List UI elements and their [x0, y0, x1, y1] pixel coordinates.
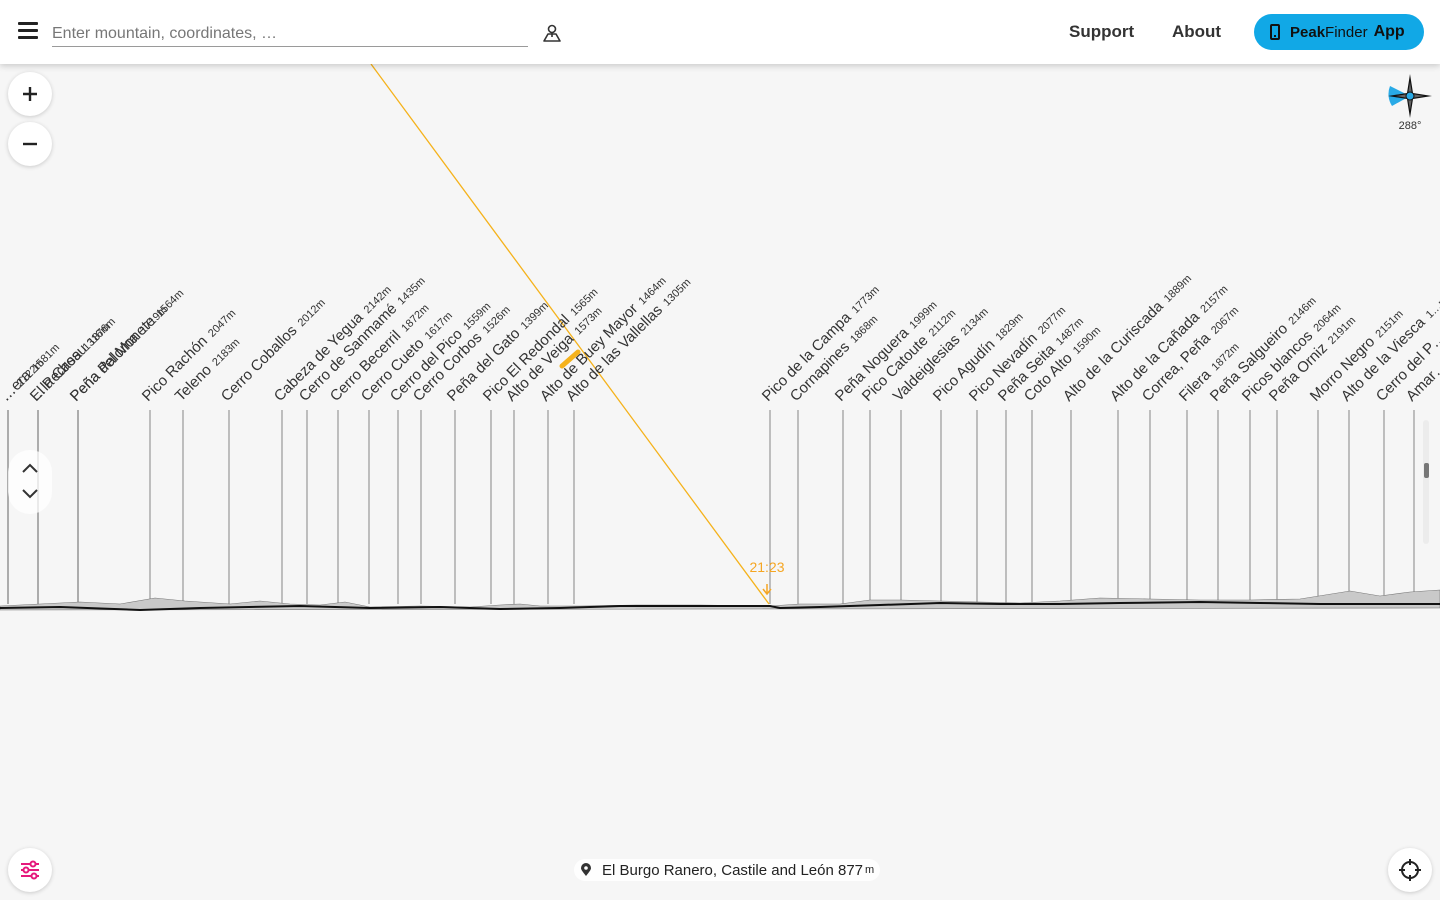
peakfinder-app-button[interactable]: Peak Finder App	[1254, 14, 1424, 50]
sun-down-arrow-icon	[762, 584, 772, 596]
viewpoint-location[interactable]: El Burgo Ranero, Castile and León 877 m	[574, 859, 881, 881]
locate-button[interactable]	[1388, 848, 1432, 892]
scroll-track	[1423, 420, 1429, 544]
zoom-out-button[interactable]	[8, 122, 52, 166]
peak-elevation: 2067m	[1209, 305, 1241, 337]
location-unit: m	[865, 864, 875, 876]
peak-label[interactable]: Alto de las Vallellas1305m	[563, 274, 694, 405]
zoom-in-button[interactable]	[8, 72, 52, 116]
peak-elevation: 2183m	[210, 336, 242, 368]
crosshair-icon	[1399, 859, 1421, 881]
terrain-horizon-line	[0, 600, 1440, 612]
chevron-down-icon[interactable]	[18, 482, 42, 506]
location-pin-icon	[581, 863, 591, 876]
menu-icon[interactable]	[18, 22, 38, 42]
phone-icon	[1270, 24, 1280, 40]
peak-elevation: 1889m	[1162, 273, 1194, 305]
compass-heading: 288°	[1398, 120, 1422, 132]
peak-leader-lines	[7, 410, 1415, 604]
app-button-peak: Peak	[1290, 23, 1326, 41]
peak-elevation: 1…m	[1424, 294, 1440, 321]
about-link[interactable]: About	[1172, 22, 1222, 41]
sun-path-line	[370, 64, 770, 605]
svg-text:Alto de las Vallellas1305m: Alto de las Vallellas1305m	[563, 274, 694, 405]
location-elevation: 877	[837, 861, 864, 879]
compass-icon[interactable]	[1386, 72, 1434, 120]
peak-elevation: 1773m	[850, 284, 882, 316]
location-name: El Burgo Ranero, Castile and León	[602, 861, 834, 879]
app-button-app: App	[1373, 23, 1405, 40]
search-input[interactable]	[52, 22, 528, 47]
sun-marker	[559, 349, 581, 369]
peak-elevation: 1868m	[848, 313, 880, 345]
app-button-finder: Finder	[1325, 23, 1368, 41]
sliders-icon	[21, 860, 39, 880]
support-link[interactable]: Support	[1069, 22, 1135, 41]
peak-elevation: 2134m	[959, 306, 991, 338]
map-pin-icon[interactable]	[540, 21, 564, 45]
minus-icon	[23, 142, 37, 146]
top-bar: Support About Peak Finder App	[0, 0, 1440, 64]
settings-filter-button[interactable]	[8, 848, 52, 892]
chevron-up-icon[interactable]	[18, 456, 42, 480]
peak-elevation: 1876m	[86, 316, 118, 348]
tilt-control	[8, 450, 52, 514]
peak-elevation: 2012m	[296, 297, 328, 329]
sun-time-label: 21:23	[749, 559, 784, 575]
peak-name: Peña Paloma	[67, 329, 143, 405]
scroll-thumb[interactable]	[1424, 463, 1429, 478]
plus-icon	[23, 87, 37, 101]
peak-elevation: 2047m	[206, 307, 238, 339]
